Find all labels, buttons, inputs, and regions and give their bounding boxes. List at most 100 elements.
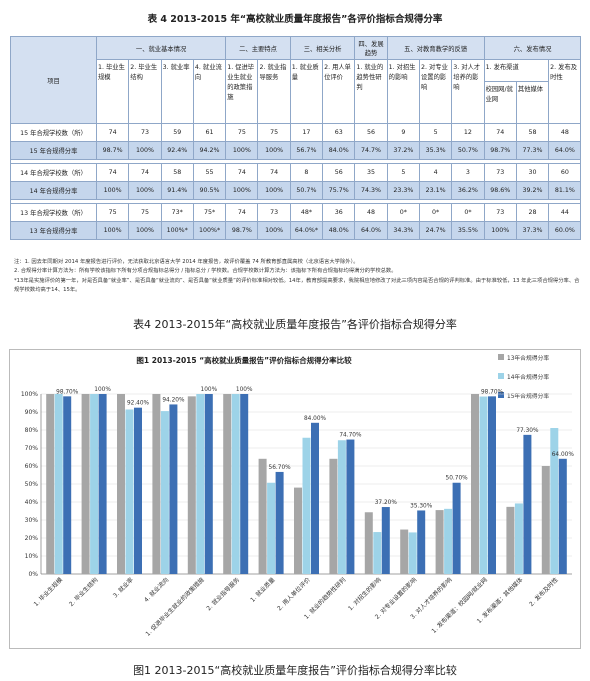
table-cell: 90.5%: [192, 181, 227, 200]
y-tick-label: 0%: [28, 571, 38, 578]
table-cell: 5: [418, 123, 453, 142]
header-group: 六、发布情况: [483, 36, 582, 60]
table-cell: 81.1%: [548, 181, 582, 200]
bar-2013: [364, 512, 373, 574]
row-label: 15 年合规得分率: [10, 141, 97, 160]
table-cell: 64.0%*: [289, 221, 324, 240]
table-cell: 35.3%: [418, 141, 453, 160]
table-cell: 60.0%: [548, 221, 582, 240]
score-table: 项目 一、就业基本情况 二、主要特点 三、相关分析 四、发展趋势 五、对教育教学的反馈 六、…: [9, 36, 582, 240]
legend-swatch: [498, 392, 504, 398]
row-label: 13 年合规学校数（所）: [10, 203, 97, 222]
header-indicator: 3. 就业率: [160, 59, 194, 124]
bar-2014: [337, 440, 346, 574]
table-cell: 100%: [225, 141, 259, 160]
bar-2013: [187, 396, 196, 574]
header-indicator: 1. 就业的趋势性研判: [354, 59, 388, 124]
table-cell: 4: [418, 163, 453, 182]
data-label: 98.70%: [56, 389, 79, 395]
y-tick-label: 30%: [25, 517, 39, 524]
comparison-chart: 图1 2013-2015 “高校就业质量报告”评价指标合规得分率比较 13年合规得…: [9, 349, 581, 649]
y-tick-label: 90%: [25, 409, 39, 416]
data-label: 35.30%: [410, 503, 433, 509]
table-cell: 36.2%: [451, 181, 485, 200]
table-cell: 73*: [160, 203, 194, 222]
header-indicator: 1. 毕业生规模: [95, 59, 130, 124]
table-cell: 56: [322, 163, 356, 182]
table-cell: 48.0%: [322, 221, 356, 240]
bar-2015: [558, 458, 567, 574]
table-cell: 37.3%: [515, 221, 550, 240]
header-indicator: 2. 毕业生结构: [128, 59, 162, 124]
bar-2015: [346, 439, 355, 574]
header-indicator: 1. 促进毕业生就业的政策措施: [225, 59, 259, 124]
data-label: 100%: [201, 387, 218, 393]
table-cell: 74.3%: [354, 181, 388, 200]
table-cell: 98.7%: [225, 221, 259, 240]
table-cell: 94.2%: [192, 141, 227, 160]
bar-2014: [267, 482, 276, 574]
table-cell: 74: [225, 163, 259, 182]
bar-2013: [471, 394, 479, 574]
note-3: *13年是实施评价的第一年，对是否具备“就业率”、是否具备“就业流向”、是否具备…: [14, 277, 580, 293]
table-caption: 表4 2013-2015年“高校就业质量年度报告”各评价指标合规得分率: [133, 318, 457, 331]
data-label: 37.20%: [375, 500, 398, 506]
bar-2014: [196, 394, 205, 574]
header-indicator: 2. 用人单位评价: [322, 59, 356, 124]
bar-2014: [479, 396, 488, 574]
table-cell: 48: [354, 203, 388, 222]
header-indicator: 2. 就业指导服务: [257, 59, 291, 124]
data-label: 100%: [236, 387, 253, 393]
data-label: 100%: [94, 387, 111, 393]
table-cell: 56: [354, 123, 388, 142]
table-cell: 91.4%: [160, 181, 194, 200]
table-cell: 100%: [95, 181, 130, 200]
bar-2015: [169, 404, 178, 574]
table-cell: 50.7%: [451, 141, 485, 160]
chart-title: 图1 2013-2015 “高校就业质量报告”评价指标合规得分率比较: [136, 355, 352, 365]
bar-2013: [81, 394, 90, 574]
table-cell: 9: [386, 123, 420, 142]
header-group: 二、主要特点: [225, 36, 291, 60]
table-cell: 64.0%: [548, 141, 582, 160]
legend-label: 13年合规得分率: [507, 354, 549, 362]
table-cell: 73: [128, 123, 162, 142]
table-cell: 74: [225, 203, 259, 222]
table-cell: 98.6%: [483, 181, 517, 200]
table-cell: 60: [548, 163, 582, 182]
header-row-indicators: 1. 毕业生规模 2. 毕业生结构 3. 就业率 4. 就业流向 1. 促进毕业生就业的…: [11, 59, 582, 124]
table-cell: 24.7%: [418, 221, 453, 240]
table-cell: 74: [95, 163, 130, 182]
table-cell: 75*: [192, 203, 227, 222]
note-2: 2. 合规得分率计算方法为：所有学校该指标下所有分项合规指标总得分 / 指标总分…: [14, 268, 397, 275]
table-cell: 37.2%: [386, 141, 420, 160]
bar-2014: [550, 428, 559, 574]
bar-2014: [514, 503, 523, 574]
bar-2014: [302, 437, 311, 574]
data-label: 56.70%: [269, 465, 292, 471]
bar-2013: [152, 394, 161, 574]
table-cell: 100%*: [160, 221, 194, 240]
table-cell: 75: [128, 203, 162, 222]
table-cell: 35.5%: [451, 221, 485, 240]
header-group: 一、就业基本情况: [95, 36, 227, 60]
table-cell: 0*: [418, 203, 453, 222]
table-cell: 44: [548, 203, 582, 222]
bar-2014: [444, 508, 453, 574]
table-cell: 23.3%: [386, 181, 420, 200]
table-row: 13 年合规学校数（所） 75 75 73* 75* 74 73 48* 36 48 0* 0* 0* 7…: [10, 203, 582, 222]
table-cell: 75: [257, 123, 291, 142]
table-cell: 100%: [95, 221, 130, 240]
y-tick-label: 80%: [25, 427, 39, 434]
row-label: 15 年合规学校数（所）: [10, 123, 97, 142]
table-cell: 100%: [257, 221, 291, 240]
bar-2013: [400, 529, 409, 574]
data-label: 84.00%: [304, 416, 327, 422]
table-row: 13 年合规得分率 100% 100% 100%* 100%* 98.7% 100% 64.0…: [10, 221, 582, 240]
table-cell: 75: [225, 123, 259, 142]
table-row: 15 年合规学校数（所） 74 73 59 61 75 75 17 63 56 9 5 12 74 58 48: [10, 123, 582, 142]
bar-2015: [204, 394, 213, 574]
table-cell: 48: [548, 123, 582, 142]
table-cell: 8: [289, 163, 324, 182]
y-tick-label: 60%: [25, 463, 39, 470]
